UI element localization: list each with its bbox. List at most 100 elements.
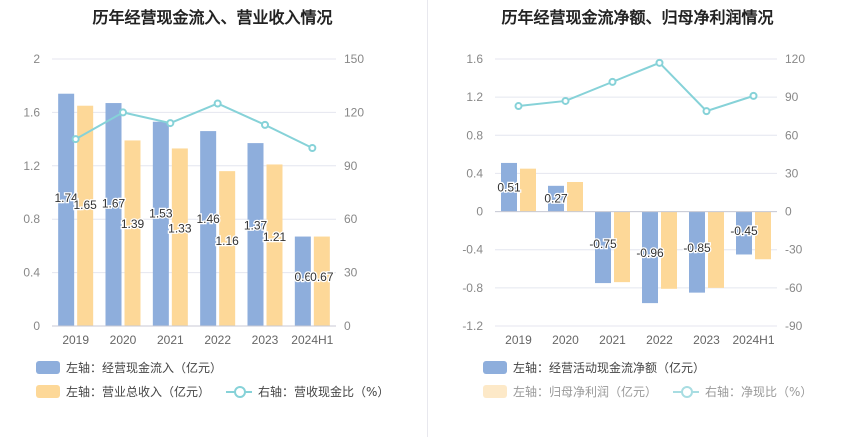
data-label-series1: 0.27: [544, 192, 568, 206]
data-label-series1: 1.74: [54, 191, 78, 205]
bar-series2: [124, 140, 141, 326]
data-label-series1: -0.85: [683, 241, 711, 255]
x-axis-category-label: 2022: [204, 333, 231, 347]
bar-series2: [77, 105, 94, 326]
legend-item-cash-ratio[interactable]: 右轴：营收现金比（%）: [226, 383, 389, 400]
bar-series1: [689, 211, 705, 293]
bar-series2: [708, 211, 724, 288]
legend-swatch-bar1: [36, 361, 60, 374]
data-label-series2: 1.33: [168, 221, 192, 235]
panel-divider: [427, 0, 428, 437]
bar-series2: [266, 164, 283, 326]
right-axis-tick-label: -90: [785, 319, 803, 333]
legend-item-net-profit[interactable]: 左轴：归母净利润（亿元）: [483, 383, 657, 400]
line-point: [119, 108, 127, 117]
line-point: [608, 77, 617, 86]
left-legend-row-1: 左轴：经营现金流入（亿元）: [36, 359, 238, 376]
bar-series2: [755, 211, 771, 260]
line-series: [518, 61, 754, 113]
left-axis-tick-label: 1.2: [466, 90, 483, 104]
legend-item-net-cash-ratio[interactable]: 右轴：净现比（%）: [673, 383, 812, 400]
left-axis-tick-label: -0.4: [462, 243, 483, 257]
bar-series2: [313, 236, 330, 326]
left-axis-tick-label: 0: [33, 319, 40, 333]
x-axis-category-label: 2019: [505, 333, 532, 347]
left-axis-tick-label: -1.2: [462, 319, 483, 333]
line-point: [166, 119, 175, 128]
left-axis-tick-label: 1.2: [23, 159, 40, 173]
legend-swatch-bar2: [483, 385, 507, 398]
data-label-series2: 1.65: [73, 198, 97, 212]
bar-series2: [171, 148, 188, 326]
line-point: [702, 107, 711, 116]
legend-item-revenue[interactable]: 左轴：营业总收入（亿元）: [36, 383, 210, 400]
right-chart-title: 历年经营现金流净额、归母净利润情况: [501, 8, 774, 27]
data-label-series2: 1.39: [121, 217, 145, 231]
bar-series1: [200, 131, 217, 326]
bar-series2: [614, 211, 630, 283]
x-axis-category-label: 2020: [110, 333, 137, 347]
left-legend-row-2: 左轴：营业总收入（亿元） 右轴：营收现金比（%）: [36, 383, 405, 400]
data-label-series1: 0.51: [497, 180, 521, 194]
right-axis-tick-label: -60: [785, 281, 803, 295]
bar-series1: [58, 93, 75, 327]
bar-series1: [736, 211, 752, 255]
data-label-series1: 1.67: [102, 196, 126, 210]
right-chart: -1.2 -0.8 -0.4 0 0.4 0.8 1.2 1.6 -90 -60 -30 0 30 60 9…: [462, 52, 805, 347]
bar-series1: [595, 211, 611, 284]
legend-label: 右轴：营收现金比（%）: [258, 385, 390, 399]
bar-series2: [661, 211, 677, 289]
line-series: [75, 102, 313, 149]
right-axis-tick-label: 30: [344, 266, 358, 280]
left-axis-tick-label: -0.8: [462, 281, 483, 295]
bar-series1: [152, 121, 169, 327]
right-axis-tick-label: 120: [344, 105, 364, 119]
legend-label: 左轴：归母净利润（亿元）: [513, 385, 658, 399]
legend-swatch-bar1: [483, 361, 507, 374]
left-axis-tick-label: 2: [33, 52, 40, 66]
line-point: [655, 58, 664, 67]
bar-series1: [642, 211, 658, 304]
left-axis-tick-label: 0.4: [23, 266, 40, 280]
legend-label: 右轴：净现比（%）: [705, 385, 813, 399]
right-axis-tick-label: 150: [344, 52, 364, 66]
data-label-series1: 1.37: [244, 218, 268, 232]
bar-series1: [105, 103, 122, 327]
right-axis-tick-label: 90: [344, 159, 358, 173]
legend-line-swatch: [226, 385, 253, 398]
data-label-series2: 0.67: [310, 270, 334, 284]
legend-swatch-bar2: [36, 385, 60, 398]
line-point: [71, 135, 80, 144]
data-label-series2: 1.21: [263, 230, 287, 244]
line-point: [308, 144, 317, 152]
bar-series1: [294, 236, 311, 326]
x-axis-category-label: 2023: [252, 333, 279, 347]
legend-item-cash-inflow[interactable]: 左轴：经营现金流入（亿元）: [36, 359, 222, 376]
bar-series2: [520, 168, 536, 212]
left-axis-tick-label: 1.6: [466, 52, 483, 66]
left-chart: 0 0.4 0.8 1.2 1.6 2 0 30 60 90 120 150 1.741.65 2019 1…: [23, 52, 364, 347]
right-axis-tick-label: 0: [344, 319, 351, 333]
right-axis-tick-label: 90: [785, 90, 799, 104]
left-axis-tick-label: 0: [476, 205, 483, 219]
data-label-series1: 1.53: [149, 207, 173, 221]
line-point: [561, 96, 570, 105]
line-point: [514, 102, 523, 111]
right-axis-tick-label: -30: [785, 243, 803, 257]
bar-series1: [548, 185, 564, 212]
x-axis-category-label: 2023: [693, 333, 720, 347]
line-point: [749, 91, 758, 100]
left-axis-tick-label: 1.6: [23, 105, 40, 119]
bar-series2: [219, 171, 236, 326]
right-axis-tick-label: 120: [785, 52, 805, 66]
line-point: [261, 120, 269, 129]
data-label-series2: 1.16: [215, 234, 239, 248]
legend-item-net-cash-flow[interactable]: 左轴：经营活动现金流净额（亿元）: [483, 359, 705, 376]
data-label-series1: -0.75: [589, 237, 617, 251]
data-label-series1: -0.45: [730, 224, 758, 238]
x-axis-category-label: 2021: [157, 333, 184, 347]
data-label-series1: 1.46: [196, 212, 220, 226]
left-axis-tick-label: 0.8: [466, 128, 483, 142]
right-axis-tick-label: 60: [344, 212, 358, 226]
